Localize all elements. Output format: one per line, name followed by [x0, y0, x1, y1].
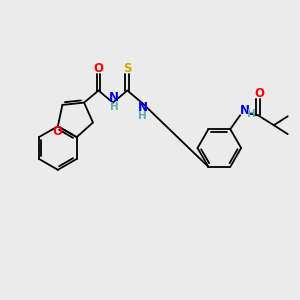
- Text: H: H: [138, 110, 147, 121]
- Text: H: H: [110, 102, 118, 112]
- Text: H: H: [247, 109, 255, 119]
- Text: O: O: [53, 125, 63, 138]
- Text: N: N: [240, 104, 250, 117]
- Text: N: N: [138, 101, 148, 114]
- Text: S: S: [123, 62, 132, 75]
- Text: O: O: [94, 62, 103, 75]
- Text: N: N: [109, 91, 119, 104]
- Text: O: O: [254, 88, 264, 100]
